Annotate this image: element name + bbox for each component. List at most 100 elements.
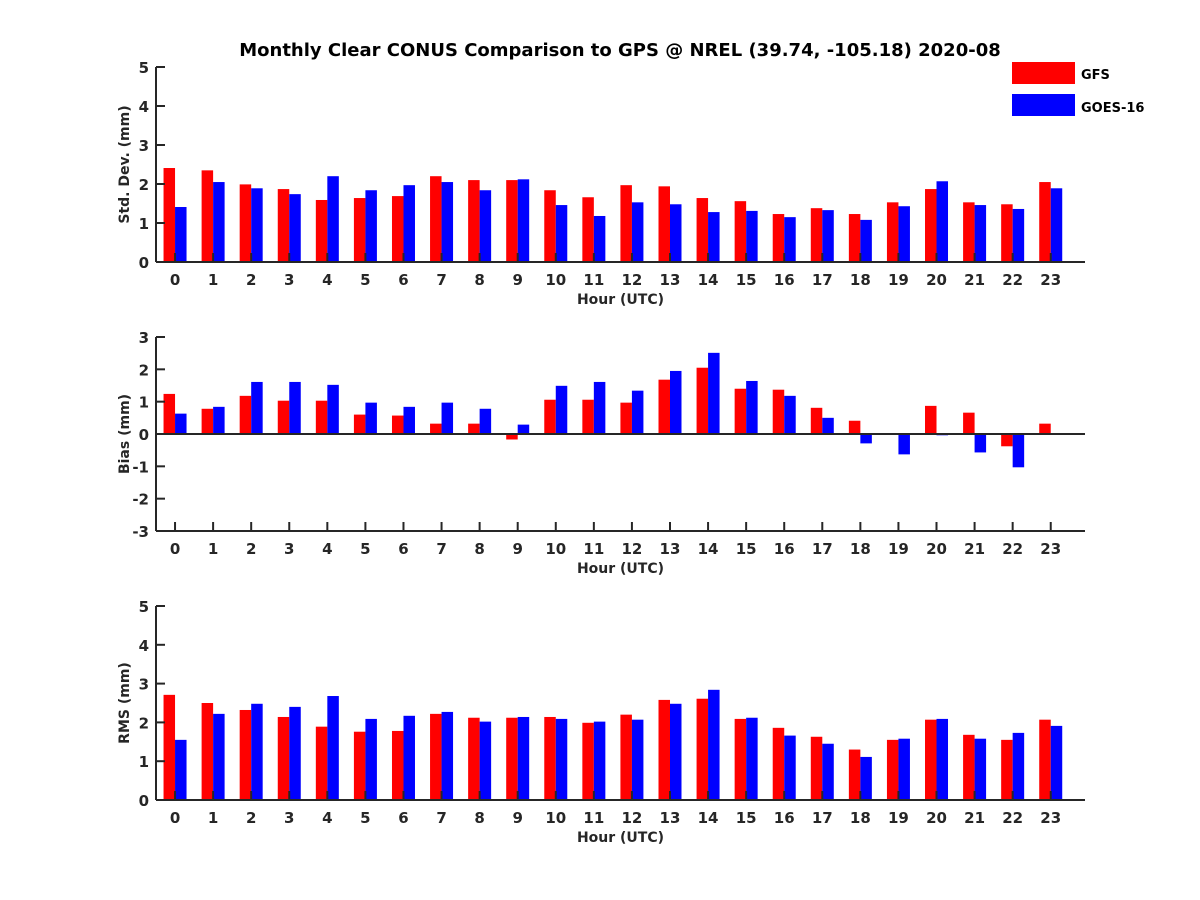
x-tick-label: 23: [1040, 271, 1061, 289]
bar-bias-goes16-22: [1012, 434, 1025, 468]
bar-rms-gfs-1: [201, 703, 214, 800]
bar-rms-goes16-20: [936, 718, 949, 800]
bar-rms-goes16-14: [708, 689, 720, 800]
bar-bias-goes16-12: [631, 390, 644, 434]
x-tick-label: 10: [545, 271, 566, 289]
bar-rms-goes16-9: [517, 716, 530, 800]
bar-bias-goes16-9: [517, 424, 530, 434]
bar-rms-goes16-22: [1012, 732, 1025, 800]
bar-std-gfs-13: [658, 186, 670, 262]
bar-rms-gfs-20: [925, 719, 937, 800]
x-tick-label: 22: [1002, 271, 1023, 289]
bar-std-goes16-1: [213, 182, 225, 262]
bar-bias-goes16-0: [175, 413, 187, 434]
bar-rms-gfs-18: [848, 749, 861, 800]
bar-rms-goes16-7: [441, 711, 454, 800]
bar-bias-goes16-1: [213, 406, 225, 434]
bar-bias-gfs-7: [430, 423, 442, 434]
bar-bias-gfs-14: [696, 367, 709, 434]
bar-std-goes16-22: [1012, 208, 1025, 262]
x-tick-label: 21: [964, 540, 985, 558]
bar-bias-gfs-17: [810, 407, 823, 434]
x-tick-label: 16: [774, 809, 795, 827]
x-axis-label: Hour (UTC): [577, 292, 664, 308]
bar-std-gfs-9: [506, 180, 518, 262]
x-tick-label: 12: [621, 540, 642, 558]
y-tick-label: -2: [132, 491, 149, 509]
x-tick-label: 2: [246, 809, 256, 827]
bar-std-goes16-16: [784, 217, 796, 262]
bar-rms-goes16-1: [213, 713, 225, 800]
bar-bias-goes16-10: [555, 385, 568, 434]
bar-std-gfs-18: [848, 214, 861, 262]
bar-rms-gfs-2: [239, 709, 252, 800]
legend-label-gfs: GFS: [1081, 68, 1110, 83]
bar-rms-goes16-4: [327, 696, 339, 800]
bar-bias-gfs-23: [1039, 423, 1051, 434]
x-tick-label: 12: [621, 809, 642, 827]
bar-rms-gfs-10: [544, 716, 556, 800]
x-tick-label: 5: [360, 540, 370, 558]
x-tick-label: 2: [246, 271, 256, 289]
bar-bias-goes16-17: [822, 417, 834, 434]
x-tick-label: 12: [621, 271, 642, 289]
bar-rms-gfs-5: [353, 731, 366, 800]
x-tick-label: 8: [474, 540, 484, 558]
bar-bias-goes16-7: [441, 402, 454, 434]
x-tick-label: 6: [398, 540, 408, 558]
bar-std-goes16-11: [593, 215, 606, 262]
x-tick-label: 1: [208, 809, 218, 827]
bar-rms-goes16-17: [822, 743, 834, 800]
x-tick-label: 7: [436, 809, 446, 827]
bar-bias-gfs-13: [658, 379, 670, 434]
x-tick-label: 5: [360, 809, 370, 827]
bar-rms-gfs-17: [810, 736, 823, 800]
y-tick-label: 1: [139, 215, 149, 233]
x-tick-label: 18: [850, 809, 871, 827]
x-tick-label: 23: [1040, 540, 1061, 558]
bar-rms-goes16-8: [479, 721, 492, 800]
x-tick-label: 5: [360, 271, 370, 289]
y-tick-label: 2: [139, 176, 149, 194]
y-tick-label: 4: [139, 637, 149, 655]
x-tick-label: 9: [512, 809, 522, 827]
bar-bias-goes16-18: [860, 434, 872, 444]
x-tick-label: 17: [812, 809, 833, 827]
bar-std-goes16-9: [517, 179, 530, 262]
bar-bias-gfs-5: [353, 414, 366, 434]
bar-rms-gfs-13: [658, 699, 670, 800]
x-tick-label: 22: [1002, 809, 1023, 827]
x-tick-label: 15: [736, 271, 757, 289]
x-tick-label: 19: [888, 809, 909, 827]
bar-std-goes16-14: [708, 212, 720, 262]
bar-rms-goes16-3: [289, 706, 301, 800]
bar-rms-goes16-15: [746, 717, 758, 800]
bar-bias-gfs-2: [239, 395, 252, 434]
x-tick-label: 22: [1002, 540, 1023, 558]
x-tick-label: 17: [812, 540, 833, 558]
x-tick-label: 9: [512, 540, 522, 558]
bar-std-gfs-20: [925, 189, 937, 262]
bar-std-goes16-6: [403, 185, 415, 262]
x-tick-label: 7: [436, 540, 446, 558]
x-tick-label: 15: [736, 540, 757, 558]
x-tick-label: 19: [888, 540, 909, 558]
bar-std-gfs-0: [163, 168, 176, 262]
x-tick-label: 10: [545, 809, 566, 827]
bar-rms-goes16-13: [670, 703, 682, 800]
bar-std-goes16-20: [936, 181, 949, 262]
x-tick-label: 15: [736, 809, 757, 827]
bar-std-gfs-10: [544, 190, 556, 262]
y-tick-label: 2: [139, 714, 149, 732]
y-tick-label: 1: [139, 394, 149, 412]
legend: GFS GOES-16: [1012, 62, 1144, 116]
y-tick-label: -1: [132, 458, 149, 476]
bar-rms-gfs-12: [620, 714, 632, 800]
bar-rms-gfs-15: [734, 718, 747, 800]
bar-rms-gfs-21: [963, 734, 975, 800]
x-tick-label: 21: [964, 271, 985, 289]
bar-rms-goes16-12: [631, 719, 644, 800]
bar-bias-goes16-13: [670, 370, 682, 434]
